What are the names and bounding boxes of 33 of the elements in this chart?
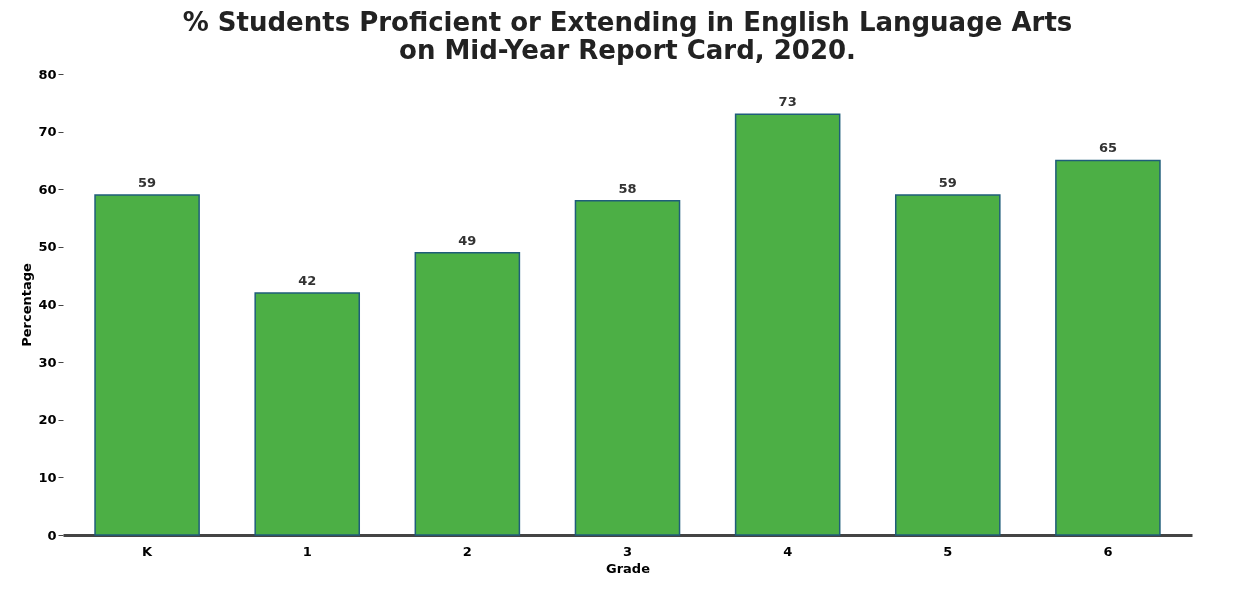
- bar: [574, 200, 681, 536]
- x-tick-label: K: [142, 543, 154, 559]
- data-label: 65: [1098, 140, 1117, 156]
- y-tick-label: 20: [38, 412, 57, 428]
- x-tick-label: 6: [1103, 543, 1113, 559]
- x-axis-title: Grade: [606, 560, 651, 576]
- bar: [1055, 159, 1161, 536]
- y-tick-label: 60: [38, 181, 57, 197]
- y-axis-title: Percentage: [19, 263, 35, 347]
- y-tick-label: 10: [38, 469, 57, 485]
- y-tick-label: 30: [38, 354, 57, 370]
- bar: [734, 113, 841, 536]
- data-label: 59: [138, 175, 157, 191]
- data-label: 49: [458, 232, 477, 248]
- x-tick-label: 2: [462, 543, 472, 559]
- y-tick-label: 50: [38, 239, 57, 255]
- bar: [414, 251, 521, 536]
- data-label: 73: [778, 94, 797, 110]
- bar: [254, 292, 361, 536]
- x-tick-label: 4: [783, 543, 793, 559]
- bar: [94, 194, 200, 536]
- y-tick-label: 0: [47, 527, 57, 543]
- x-tick-label: 5: [943, 543, 953, 559]
- x-tick-label: 3: [622, 543, 633, 559]
- y-tick-label: 40: [38, 297, 57, 312]
- bar: [894, 194, 1001, 536]
- y-tick-label: 70: [38, 124, 57, 140]
- x-tick-label: 1: [302, 543, 312, 559]
- data-label: 59: [938, 175, 957, 191]
- data-label: 42: [298, 272, 317, 288]
- y-tick-label: 80: [38, 66, 57, 82]
- data-label: 58: [618, 180, 637, 196]
- chart-title: % Students Proficient or Extending in English Language Arts on Mid-Year Report Card, 2020.: [182, 7, 1073, 65]
